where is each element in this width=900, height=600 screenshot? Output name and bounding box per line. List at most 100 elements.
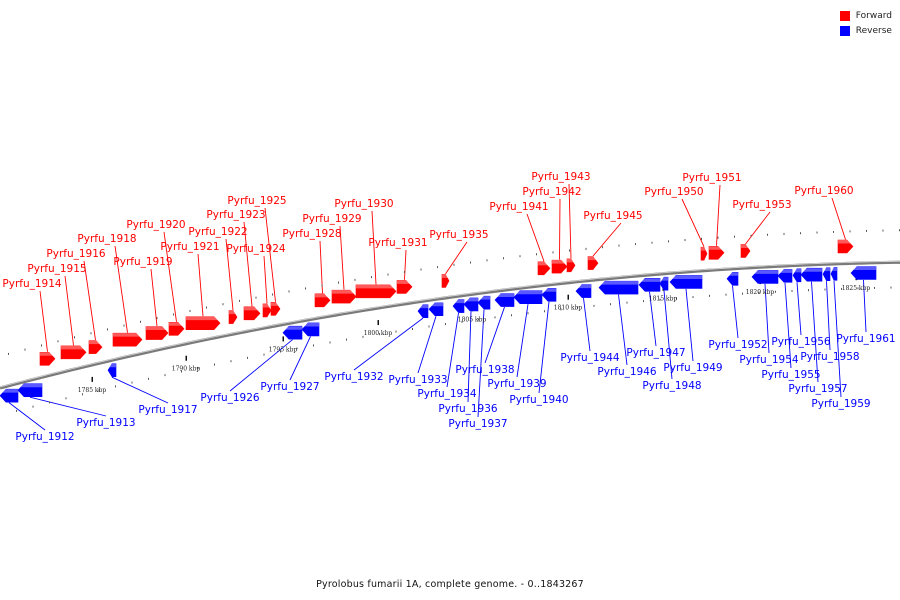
forward-gene-arrow [185, 316, 221, 330]
forward-leader-line [339, 225, 345, 290]
backbone-highlight [0, 260, 900, 388]
reverse-gene-arrow [477, 295, 491, 310]
gene-body [270, 302, 281, 316]
minor-tick [577, 306, 578, 309]
gene-body [301, 322, 320, 337]
reverse-gene-arrow [669, 275, 703, 289]
minor-tick [544, 310, 545, 313]
forward-gene-arrow [537, 261, 551, 276]
reverse-gene-arrow [659, 276, 669, 291]
gene-body [396, 280, 413, 294]
minor-tick [709, 294, 710, 297]
reverse-gene-label: Pyrfu_1955 [761, 369, 820, 381]
minor-tick [800, 232, 801, 235]
reverse-leader-line [863, 279, 867, 333]
minor-tick [750, 234, 752, 237]
reverse-gene-label: Pyrfu_1937 [448, 418, 507, 430]
minor-tick [57, 340, 59, 343]
forward-gene-arrow [228, 310, 238, 324]
gene-body [107, 363, 117, 378]
minor-tick [593, 304, 595, 307]
minor-tick [346, 338, 347, 341]
gene-bevel [576, 284, 591, 289]
forward-leader-line [559, 198, 561, 260]
minor-tick [626, 301, 628, 304]
reverse-gene-label: Pyrfu_1961 [836, 333, 895, 345]
minor-tick [494, 316, 496, 319]
legend: Forward Reverse [839, 8, 892, 38]
reverse-gene-arrow [726, 271, 739, 286]
tick-label: 1800 kbp [364, 330, 393, 337]
reverse-gene-arrow [0, 388, 19, 403]
gene-body [314, 293, 331, 308]
reverse-leader-line [811, 281, 819, 383]
reverse-gene-label: Pyrfu_1949 [663, 362, 722, 374]
gene-body [751, 270, 779, 284]
minor-tick [140, 320, 141, 323]
forward-gene-arrow [551, 259, 568, 274]
major-tick [377, 320, 379, 326]
minor-tick [701, 237, 702, 240]
gene-bevel [61, 345, 86, 350]
minor-tick [635, 243, 636, 246]
legend-forward-label: Forward [855, 10, 892, 21]
gene-bevel [186, 316, 220, 321]
minor-tick [569, 249, 570, 252]
minor-tick [32, 405, 34, 408]
minor-tick [849, 230, 851, 233]
reverse-gene-label: Pyrfu_1947 [626, 347, 685, 359]
forward-gene-label: Pyrfu_1931 [368, 237, 427, 249]
minor-tick [866, 229, 867, 232]
gene-body [700, 246, 708, 261]
reverse-leader-line [649, 291, 657, 347]
forward-leader-line [831, 197, 846, 240]
tick-label: 1810 kbp [554, 305, 583, 312]
gene-body [88, 340, 103, 354]
gene-bevel [244, 306, 260, 311]
tick-label: 1785 kbp [78, 387, 107, 394]
minor-tick [668, 240, 669, 243]
forward-gene-label: Pyrfu_1916 [46, 248, 106, 260]
forward-gene-arrow [708, 245, 725, 260]
minor-tick [288, 290, 290, 293]
gene-bevel [741, 244, 750, 248]
forward-gene-label: Pyrfu_1915 [27, 263, 86, 275]
minor-tick [263, 353, 265, 356]
gene-bevel [397, 280, 412, 284]
minor-tick [255, 296, 257, 299]
forward-gene-arrow [168, 321, 185, 336]
reverse-gene-arrow [638, 278, 661, 292]
reverse-leader-line [446, 313, 459, 388]
legend-reverse-label: Reverse [855, 25, 892, 36]
gene-bevel [464, 297, 478, 302]
gene-bevel [538, 261, 550, 266]
reverse-leader-line [833, 280, 842, 398]
tick-label: 1820 kbp [746, 289, 775, 296]
gene-body [850, 266, 877, 280]
gene-body [669, 275, 703, 289]
forward-gene-label: Pyrfu_1919 [113, 256, 172, 268]
reverse-gene-arrow [541, 287, 557, 302]
minor-tick [536, 253, 537, 256]
forward-leader-line [197, 253, 204, 317]
minor-tick [511, 314, 512, 317]
reverse-gene-label: Pyrfu_1938 [455, 364, 514, 376]
reverse-swatch [839, 25, 850, 36]
gene-body [587, 256, 599, 270]
gene-body [837, 239, 854, 254]
gene-bevel [302, 322, 319, 327]
forward-gene-label: Pyrfu_1953 [732, 199, 791, 211]
gene-bevel [453, 299, 464, 304]
reverse-leader-line [583, 298, 591, 352]
minor-tick [305, 287, 306, 290]
gene-body [355, 284, 397, 299]
forward-gene-label: Pyrfu_1921 [160, 241, 219, 253]
reverse-gene-arrow [452, 299, 465, 313]
gene-bevel [778, 269, 792, 273]
gene-body [185, 316, 221, 330]
minor-tick [49, 401, 50, 404]
forward-leader-line [445, 241, 468, 275]
gene-body [740, 244, 751, 258]
minor-tick [692, 296, 694, 299]
